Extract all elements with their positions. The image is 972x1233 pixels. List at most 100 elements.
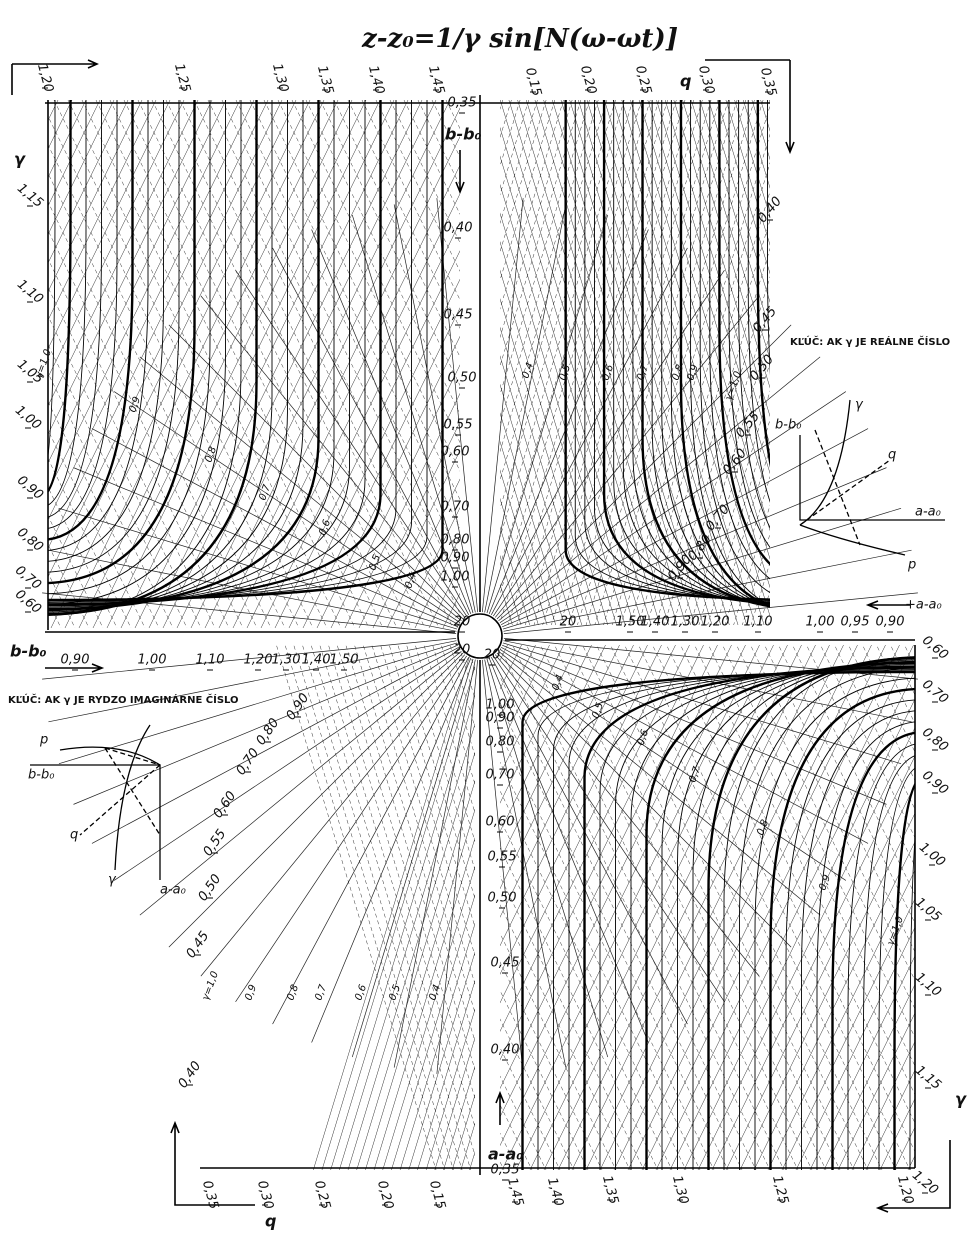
scale-label: 0,35 bbox=[448, 96, 477, 111]
hatch bbox=[749, 642, 972, 1172]
curve bbox=[739, 100, 816, 562]
hatch bbox=[651, 642, 911, 1172]
hatch bbox=[752, 100, 913, 630]
hatch bbox=[935, 642, 972, 1172]
scale-label: 1,30 bbox=[669, 1174, 691, 1206]
hatch bbox=[449, 642, 610, 1172]
scale-label: 0,25 bbox=[311, 1179, 333, 1211]
scale-label: 0,40 bbox=[491, 1043, 520, 1058]
scale-label: 20 bbox=[454, 643, 471, 658]
scale-label: 1,50 bbox=[330, 653, 359, 668]
scale-label: 0,50 bbox=[488, 891, 517, 906]
curve-label: γ=1,0 bbox=[200, 970, 221, 1002]
hatch bbox=[744, 642, 905, 1172]
curve bbox=[708, 721, 775, 1172]
curve bbox=[40, 100, 86, 508]
hatch bbox=[562, 642, 723, 1172]
scale-label: 1,15 bbox=[14, 181, 46, 211]
radial-line bbox=[352, 659, 473, 1057]
hatch bbox=[427, 642, 687, 1172]
curve-label: 0,9 bbox=[817, 873, 833, 892]
curve-label: 0,8 bbox=[670, 363, 686, 382]
scale-label: 0,90 bbox=[876, 615, 905, 630]
scale-label: 0,80 bbox=[254, 716, 283, 748]
radial-line bbox=[499, 651, 821, 915]
scale-label: 0,80 bbox=[919, 725, 951, 755]
hatch bbox=[828, 100, 972, 630]
key-symbol: q bbox=[70, 828, 78, 843]
hatch bbox=[880, 100, 972, 630]
scale-label: 0,60 bbox=[211, 789, 240, 821]
scale-label: 1,15 bbox=[912, 1063, 944, 1093]
axis-label: γ bbox=[955, 1090, 967, 1109]
axis-label: q bbox=[265, 1212, 276, 1231]
hatch bbox=[161, 642, 421, 1172]
curve-label: 0,7 bbox=[313, 983, 329, 1002]
scale-label: 0,80 bbox=[441, 533, 470, 548]
hatch bbox=[781, 642, 972, 1172]
hatch bbox=[908, 100, 972, 630]
scale-label: 0,55 bbox=[488, 850, 517, 865]
curve-label: 0,4 bbox=[550, 673, 566, 692]
key-symbol: b-b₀ bbox=[28, 768, 55, 783]
hatch bbox=[776, 100, 937, 630]
scale-label: 0,30 bbox=[254, 1179, 276, 1211]
hatch bbox=[665, 642, 925, 1172]
curve bbox=[583, 665, 775, 1172]
hatch bbox=[769, 100, 930, 630]
radial-line bbox=[437, 660, 478, 1074]
curve-label: 0,4 bbox=[403, 571, 419, 590]
hatch bbox=[723, 100, 884, 630]
hatch bbox=[180, 100, 440, 630]
scale-label: 1,40 bbox=[302, 653, 331, 668]
axis-label: a-a₀ bbox=[488, 1145, 523, 1164]
hatch bbox=[0, 100, 2, 630]
curve-label: 0,4 bbox=[427, 983, 443, 1002]
hatch bbox=[854, 100, 972, 630]
hatch bbox=[460, 642, 621, 1172]
hatch bbox=[26, 100, 286, 630]
hatch bbox=[657, 642, 818, 1172]
key-symbol: γ bbox=[855, 398, 864, 413]
curve bbox=[40, 100, 303, 611]
hatch bbox=[339, 642, 500, 1172]
quadrant bbox=[119, 642, 972, 1172]
radial-line bbox=[114, 649, 460, 880]
hatch bbox=[362, 100, 622, 630]
radial-line bbox=[236, 656, 467, 1002]
scale-label: 1,00 bbox=[806, 615, 835, 630]
hatch bbox=[813, 100, 972, 630]
scale-label: 0,35 bbox=[199, 1179, 221, 1211]
hatch bbox=[795, 100, 956, 630]
hatch bbox=[778, 100, 939, 630]
scale-label: 1,10 bbox=[14, 277, 46, 307]
hatch bbox=[833, 642, 972, 1172]
scale-label: 0,80 bbox=[486, 735, 515, 750]
hatch bbox=[952, 100, 972, 630]
curve-label: γ=1,0 bbox=[885, 915, 906, 947]
hatch bbox=[833, 642, 972, 1172]
scale-label: 0,20 bbox=[577, 64, 599, 96]
curve-label: 0,7 bbox=[687, 765, 703, 784]
curve-label: 0,4 bbox=[520, 361, 536, 380]
scale-label: 0,90 bbox=[486, 711, 515, 726]
scale-label: 1,40 bbox=[544, 1176, 566, 1208]
radial-line bbox=[140, 651, 462, 915]
scale-label: 20 bbox=[484, 648, 501, 663]
scale-label: 0,25 bbox=[632, 64, 654, 96]
scale-label: 0,80 bbox=[14, 525, 46, 555]
scale-label: 1,20 bbox=[701, 615, 730, 630]
hatch bbox=[736, 642, 897, 1172]
scale-label: 0,55 bbox=[201, 827, 230, 859]
scale-label: 1,45 bbox=[425, 64, 447, 96]
scale-label: 1,25 bbox=[769, 1174, 791, 1206]
hatch bbox=[40, 100, 300, 630]
hatch bbox=[709, 642, 870, 1172]
hatch bbox=[791, 642, 972, 1172]
scale-label: 0,60 bbox=[720, 446, 750, 478]
scale-label: 0,70 bbox=[12, 563, 44, 593]
hatch bbox=[609, 642, 869, 1172]
curve bbox=[796, 100, 815, 497]
curve-label: 0,9 bbox=[127, 395, 143, 414]
hatch bbox=[345, 642, 506, 1172]
